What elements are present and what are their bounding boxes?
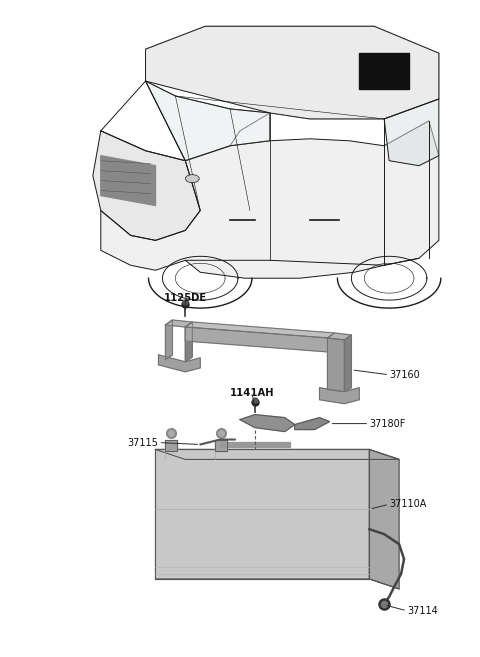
Polygon shape: [327, 333, 351, 340]
Polygon shape: [185, 327, 327, 352]
Polygon shape: [327, 338, 344, 392]
Polygon shape: [220, 442, 290, 447]
Polygon shape: [166, 320, 192, 327]
Polygon shape: [156, 449, 399, 459]
Polygon shape: [101, 156, 156, 206]
Polygon shape: [215, 440, 227, 451]
Polygon shape: [145, 81, 270, 161]
Polygon shape: [360, 53, 409, 89]
Polygon shape: [166, 440, 178, 451]
Polygon shape: [156, 449, 369, 579]
Text: 37114: 37114: [407, 606, 438, 616]
Text: 1141AH: 1141AH: [230, 388, 274, 397]
Polygon shape: [185, 322, 192, 362]
Ellipse shape: [185, 175, 199, 183]
Polygon shape: [101, 121, 439, 278]
Polygon shape: [145, 26, 439, 119]
Polygon shape: [166, 320, 172, 360]
Polygon shape: [384, 99, 439, 166]
Polygon shape: [93, 131, 200, 240]
Polygon shape: [185, 322, 335, 338]
Polygon shape: [295, 418, 329, 430]
Text: 37160: 37160: [389, 370, 420, 380]
Polygon shape: [344, 335, 351, 392]
Text: 37110A: 37110A: [389, 499, 427, 509]
Text: 37180F: 37180F: [369, 419, 406, 428]
Polygon shape: [369, 449, 399, 589]
Polygon shape: [158, 355, 200, 372]
Text: 37115: 37115: [128, 438, 158, 447]
Polygon shape: [240, 415, 295, 432]
Polygon shape: [320, 388, 360, 403]
Text: 1125DE: 1125DE: [164, 293, 207, 303]
